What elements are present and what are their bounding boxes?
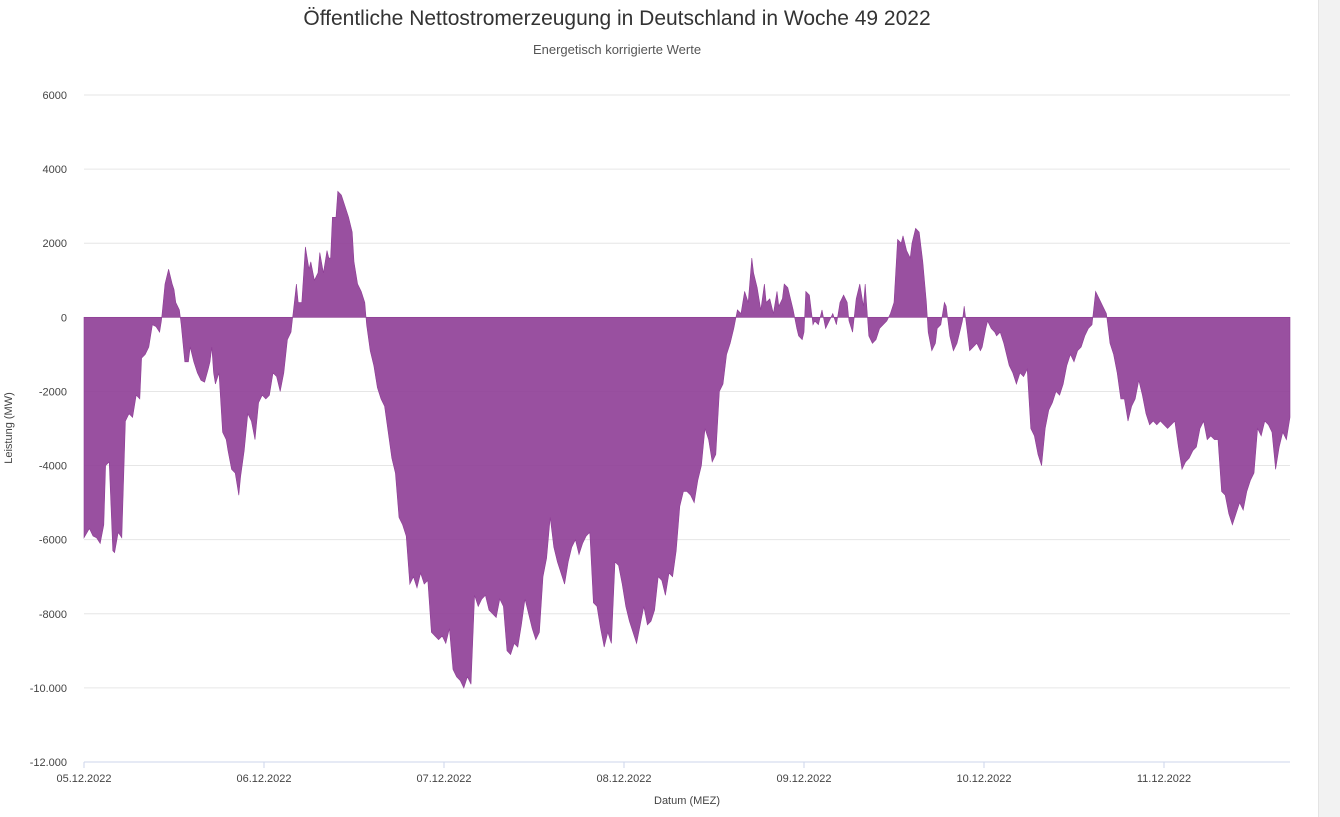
y-tick-label: 6000	[43, 90, 67, 102]
x-axis-title: Datum (MEZ)	[654, 795, 720, 807]
y-tick-label: 2000	[43, 238, 67, 250]
chart: 6000 4000 2000 0 -2000 -4000 -6000 -8000 -10.000…	[3, 90, 1291, 807]
x-tick-label: 11.12.2022	[1137, 773, 1191, 785]
x-tick-label: 08.12.2022	[596, 773, 651, 785]
y-tick-label: -6000	[39, 535, 67, 547]
y-tick-label: -8000	[39, 609, 67, 621]
y-axis: 6000 4000 2000 0 -2000 -4000 -6000 -8000 -10.000…	[30, 90, 67, 769]
y-tick-label: 4000	[43, 164, 67, 176]
y-tick-label: -4000	[39, 461, 67, 473]
x-tick-label: 05.12.2022	[56, 773, 111, 785]
y-tick-label: -2000	[39, 386, 67, 398]
y-tick-label: 0	[61, 312, 67, 324]
x-axis: 05.12.2022 06.12.2022 07.12.2022 08.12.2022…	[56, 761, 1290, 785]
y-axis-title: Leistung (MW)	[3, 392, 15, 464]
x-tick-label: 06.12.2022	[236, 773, 291, 785]
scrollbar[interactable]	[1318, 0, 1340, 817]
series-area[interactable]	[83, 190, 1291, 689]
x-tick-label: 10.12.2022	[956, 773, 1011, 785]
x-tick-label: 09.12.2022	[776, 773, 831, 785]
y-tick-label: -10.000	[30, 683, 67, 695]
series	[83, 190, 1291, 689]
chart-title: Öffentliche Nettostromerzeugung in Deuts…	[303, 7, 931, 30]
chart-subtitle: Energetisch korrigierte Werte	[532, 42, 702, 57]
x-tick-label: 07.12.2022	[416, 773, 471, 785]
y-tick-label: -12.000	[30, 757, 67, 769]
